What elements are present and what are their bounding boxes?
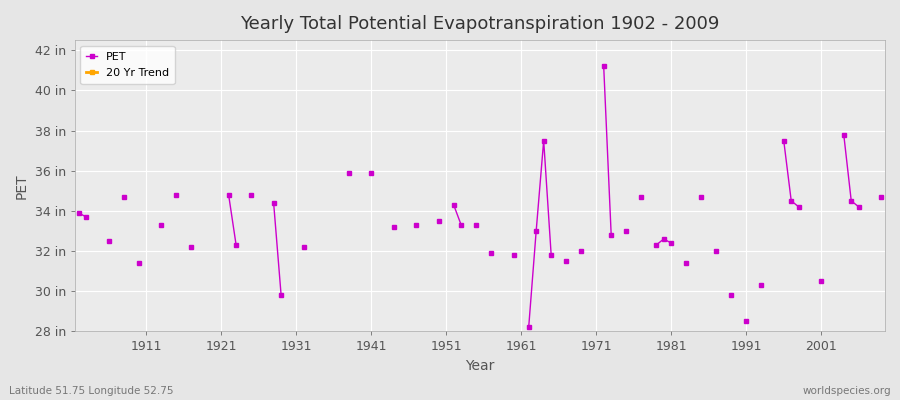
Text: Latitude 51.75 Longitude 52.75: Latitude 51.75 Longitude 52.75 (9, 386, 174, 396)
PET (876, 194, 886, 199)
Line: PET: PET (76, 64, 883, 330)
PET (73, 210, 84, 215)
PET (455, 222, 466, 227)
X-axis label: Year: Year (465, 359, 495, 373)
Y-axis label: PET: PET (15, 173, 29, 198)
Title: Yearly Total Potential Evapotranspiration 1902 - 2009: Yearly Total Potential Evapotranspiratio… (240, 15, 720, 33)
Legend: PET, 20 Yr Trend: PET, 20 Yr Trend (80, 46, 175, 84)
Text: worldspecies.org: worldspecies.org (803, 386, 891, 396)
